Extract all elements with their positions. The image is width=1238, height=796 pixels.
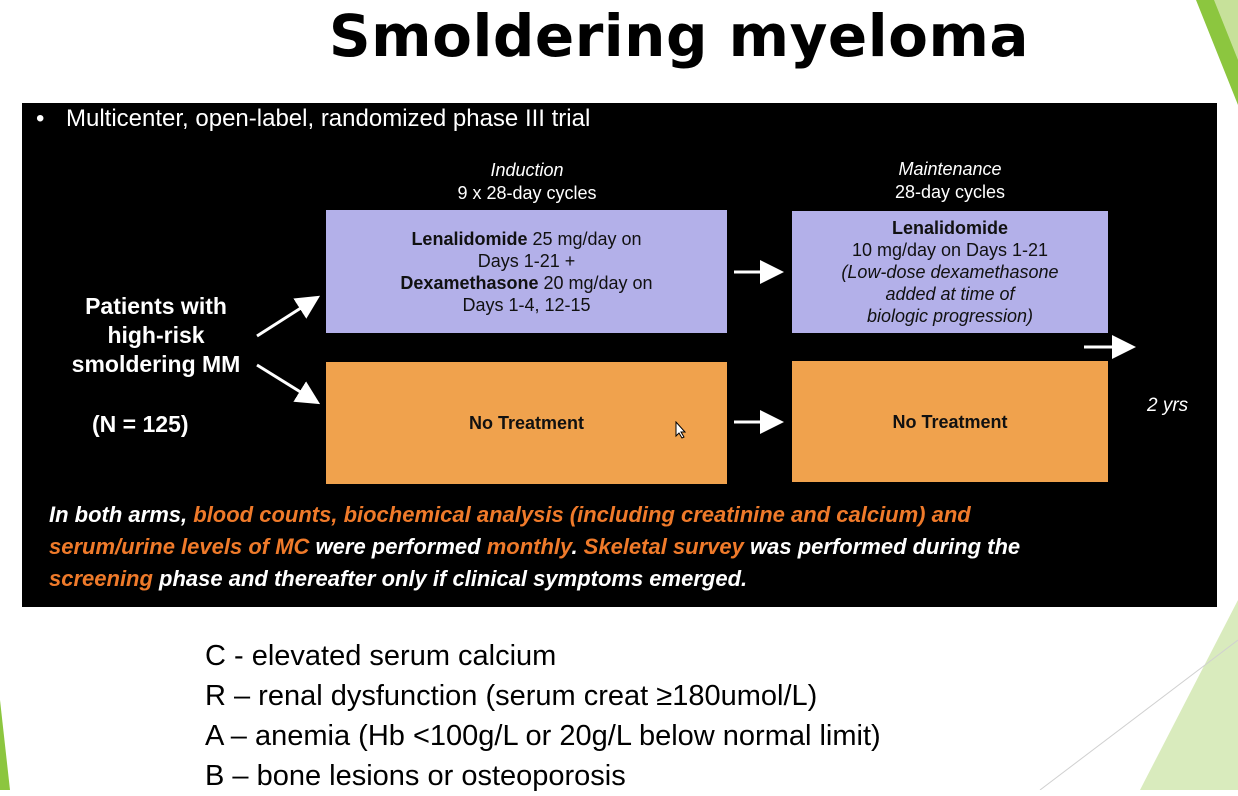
note-part-10: phase and thereafter only if clinical sy… <box>152 566 748 591</box>
maintenance-drug: Lenalidomide <box>891 218 1008 238</box>
light-green-triangle-bottom-right <box>1140 600 1238 790</box>
slide-title: Smoldering myeloma <box>328 2 1030 70</box>
maintenance-control-box: No Treatment <box>792 361 1108 482</box>
induction-drug1-dose: 25 mg/day on <box>532 228 642 249</box>
maintenance-note-3: biologic progression) <box>866 306 1034 326</box>
induction-control-box: No Treatment <box>326 362 727 484</box>
note-part-4: were performed <box>309 534 487 559</box>
induction-drug1-days: Days 1-21 + <box>477 250 576 271</box>
crab-criteria-list: C - elevated serum calcium R – renal dys… <box>205 636 881 796</box>
induction-drug1: Lenalidomide <box>411 228 528 249</box>
induction-header: Induction 9 x 28-day cycles <box>402 159 652 205</box>
maintenance-control-label: No Treatment <box>892 411 1008 432</box>
patients-line-3: smoldering MM <box>71 351 241 377</box>
note-part-3: serum/urine levels of MC <box>49 534 310 559</box>
induction-detail: 9 x 28-day cycles <box>457 183 597 203</box>
maintenance-note-1: (Low-dose dexamethasone <box>841 262 1059 282</box>
crab-item-b: B – bone lesions or osteoporosis <box>205 760 626 792</box>
note-part-2: blood counts, biochemical analysis (incl… <box>193 502 971 527</box>
maintenance-treatment-box: Lenalidomide 10 mg/day on Days 1-21 (Low… <box>792 211 1108 333</box>
arrows <box>256 260 1136 434</box>
note-part-7: Skeletal survey <box>583 534 744 559</box>
bullet-text: Multicenter, open-label, randomized phas… <box>66 105 591 132</box>
mouse-cursor-icon <box>675 421 687 439</box>
induction-label: Induction <box>490 160 564 180</box>
light-green-triangle-top-right <box>1214 0 1238 60</box>
note-part-9: screening <box>49 566 153 591</box>
induction-drug2: Dexamethasone <box>400 272 539 293</box>
maintenance-dose: 10 mg/day on Days 1-21 <box>851 240 1049 260</box>
maintenance-label: Maintenance <box>898 159 1002 179</box>
bullet-item: • Multicenter, open-label, randomized pha… <box>36 105 590 133</box>
monitoring-note: In both arms, blood counts, biochemical … <box>49 499 1209 595</box>
deco-line-bottom-right <box>1039 639 1238 790</box>
patient-count: (N = 125) <box>92 411 189 437</box>
crab-item-c: C - elevated serum calcium <box>205 640 557 672</box>
arrow-to-control <box>256 363 321 405</box>
note-part-1: In both arms, <box>49 502 194 527</box>
crab-item-a: A – anemia (Hb <100g/L or 20g/L below no… <box>205 720 881 752</box>
induction-drug2-days: Days 1-4, 12-15 <box>462 294 591 315</box>
induction-control-label: No Treatment <box>468 413 585 433</box>
green-sliver-bottom-left <box>0 700 10 790</box>
arrow-to-treatment <box>256 295 321 338</box>
bullet-icon: • <box>36 105 45 132</box>
maintenance-note-2: added at time of <box>885 284 1015 304</box>
patients-label: Patients with high-risk smoldering MM <box>56 292 256 379</box>
crab-item-r: R – renal dysfunction (serum creat ≥180u… <box>205 680 818 712</box>
induction-drug2-dose: 20 mg/day on <box>543 272 653 293</box>
duration-label: 2 yrs <box>1147 395 1189 416</box>
patients-line-1: Patients with <box>85 293 227 319</box>
note-part-6: . <box>571 534 584 559</box>
patients-line-2: high-risk <box>107 322 205 348</box>
induction-treatment-box: Lenalidomide 25 mg/day on Days 1-21 + De… <box>326 210 727 333</box>
trial-diagram-image: • Multicenter, open-label, randomized pha… <box>22 103 1217 607</box>
maintenance-header: Maintenance 28-day cycles <box>825 158 1075 204</box>
maintenance-detail: 28-day cycles <box>894 182 1006 202</box>
note-part-5: monthly <box>486 534 572 559</box>
note-part-8: was performed during the <box>743 534 1021 559</box>
